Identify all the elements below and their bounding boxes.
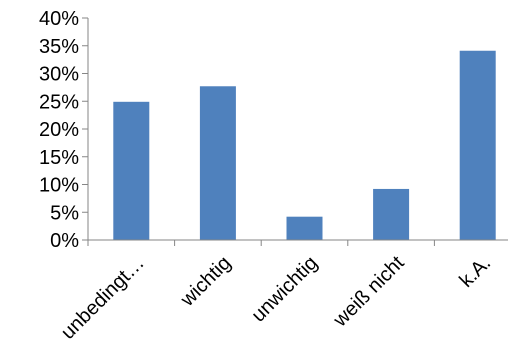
y-tick-label: 35% <box>39 36 79 58</box>
bar <box>459 50 496 241</box>
bars <box>113 50 496 241</box>
y-tick-label: 30% <box>39 64 79 86</box>
bar <box>373 188 410 240</box>
x-tick-label: weiß nicht <box>329 252 409 332</box>
x-axis-ticks <box>87 240 435 246</box>
x-tick-label: wichtig <box>176 252 235 311</box>
bar <box>286 216 323 240</box>
y-tick-label: 20% <box>39 119 79 141</box>
x-axis-labels: unbedingt… wichtig unwichtig weiß nicht k.A. <box>57 252 495 344</box>
y-tick-label: 25% <box>39 91 79 113</box>
bar <box>199 86 236 240</box>
y-tick-label: 10% <box>39 175 79 197</box>
x-tick-label: unwichtig <box>248 252 323 327</box>
y-tick-label: 40% <box>39 8 79 30</box>
x-tick-label: k.A. <box>455 252 495 292</box>
y-tick-label: 15% <box>39 147 79 169</box>
y-tick-label: 0% <box>50 230 79 252</box>
y-tick-label: 5% <box>50 202 79 224</box>
bar <box>113 101 150 241</box>
y-axis-ticks: 0% 5% 10% 15% 20% 25% 30% 35% 40% <box>39 8 88 252</box>
x-tick-label: unbedingt… <box>57 252 149 344</box>
